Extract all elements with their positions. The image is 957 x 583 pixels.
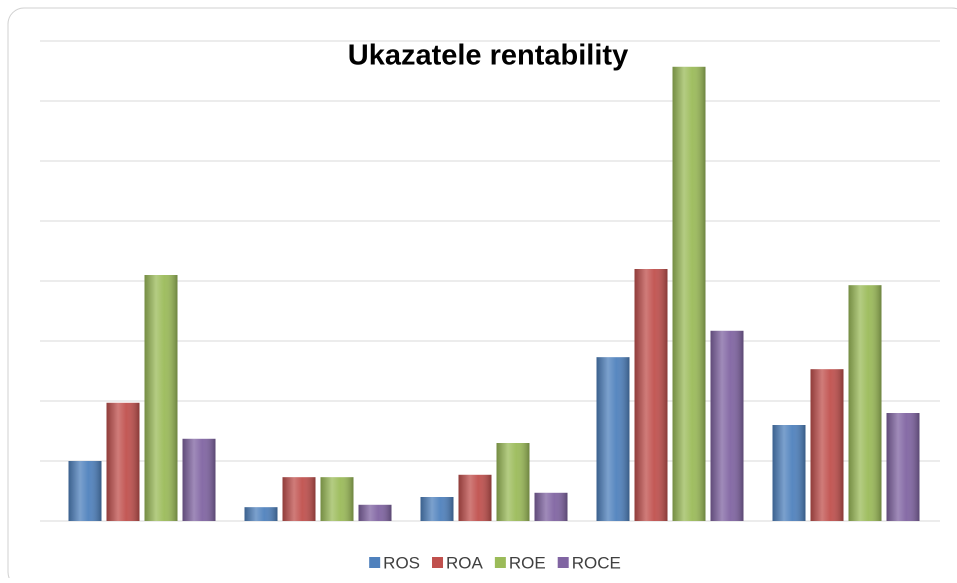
bar [596,357,630,521]
legend-swatch [432,557,444,568]
bar [106,402,140,521]
legend-swatch [369,557,381,568]
bar [458,474,492,521]
bar [634,269,668,521]
bar [68,461,102,521]
bar [144,275,178,521]
bar [772,425,806,521]
legend-swatch [494,557,506,568]
legend-label: ROA [446,553,484,572]
legend-label: ROE [509,553,546,572]
bar [182,438,216,521]
bar [848,285,882,521]
bar [534,492,568,521]
legend-label: ROCE [572,553,621,572]
bar [710,330,744,521]
bar [320,477,354,521]
bar [810,369,844,521]
bar [420,497,454,521]
legend-label: ROS [383,553,420,572]
bar [672,66,706,522]
bar [244,507,278,521]
bar [886,413,920,521]
bar [282,477,316,521]
bar [358,504,392,521]
legend-swatch [557,557,569,568]
bar [496,443,530,521]
chart-title: Ukazatele rentability [348,40,628,72]
